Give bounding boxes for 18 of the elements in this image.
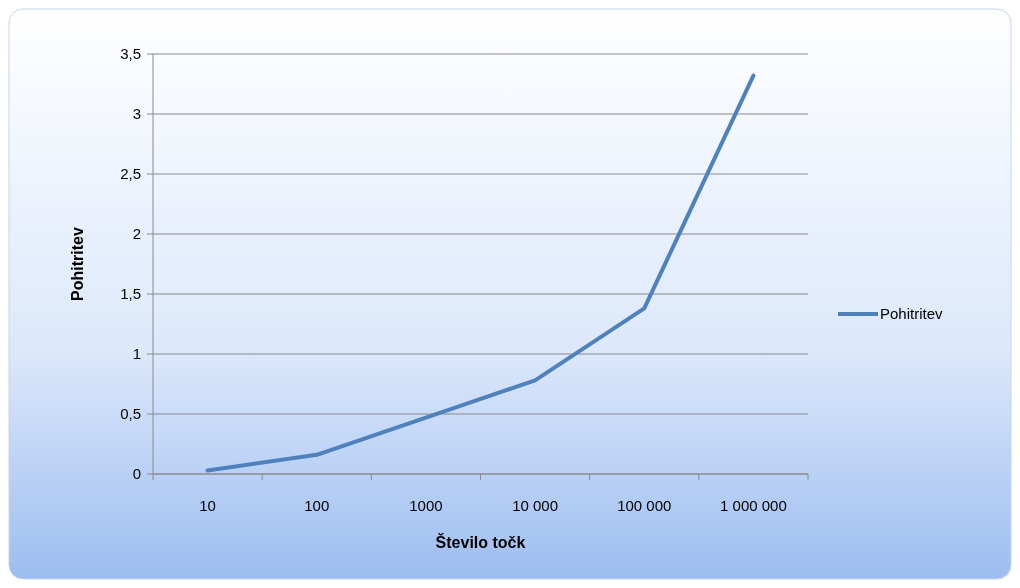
x-axis-title: Število točk: [435, 533, 526, 551]
x-tick-label: 100 000: [617, 497, 672, 514]
legend-label: Pohitritev: [880, 305, 944, 323]
y-axis-title: Pohitritev: [69, 227, 86, 301]
y-tick-label: 0: [132, 465, 141, 483]
x-tick-label: 10 000: [512, 497, 559, 514]
x-tick-label: 10: [199, 497, 216, 514]
y-tick-label: 2,5: [120, 165, 141, 183]
y-tick-label: 1: [132, 345, 141, 363]
y-tick-label: 3,5: [120, 45, 141, 63]
y-tick-label: 3: [132, 105, 141, 123]
x-tick-label: 1 000 000: [720, 497, 787, 514]
x-tick-label: 1000: [409, 497, 443, 514]
x-tick-label: 100: [304, 497, 330, 514]
y-tick-label: 1,5: [120, 285, 141, 303]
y-tick-label: 2: [132, 225, 141, 243]
y-tick-label: 0,5: [120, 405, 141, 423]
line-series: [205, 73, 756, 473]
